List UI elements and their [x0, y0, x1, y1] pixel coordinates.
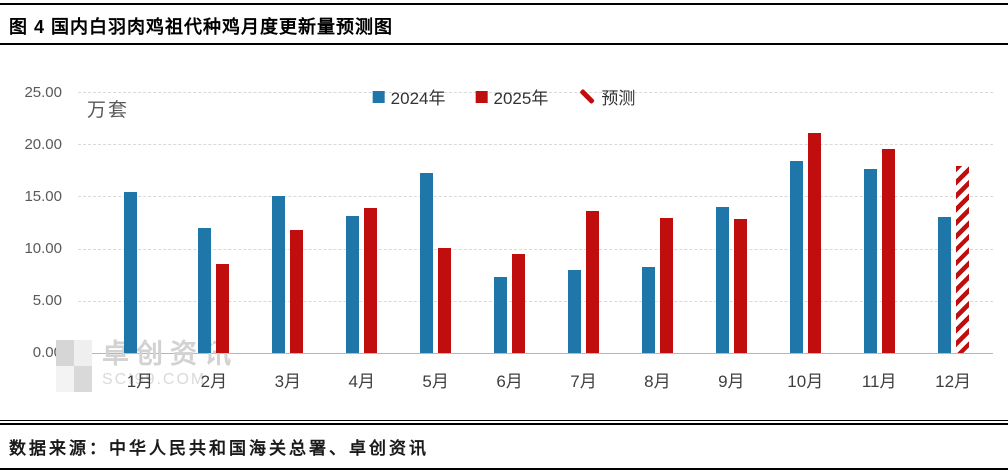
- gridline-10: [78, 249, 993, 250]
- bar-group-5月: [399, 92, 473, 353]
- bar-group-12月: [916, 92, 990, 353]
- bar-2024年-6月: [494, 276, 508, 353]
- x-axis-label-1月: 1月: [126, 372, 154, 391]
- bar-2024年-4月: [346, 216, 360, 353]
- bar-2024年-10月: [789, 160, 803, 353]
- x-axis-label-8月: 8月: [644, 372, 671, 391]
- legend-swatch-2024-icon: [372, 90, 385, 103]
- x-axis-label-3月: 3月: [274, 372, 302, 391]
- bar-group-8月: [620, 92, 694, 353]
- bar-group-7月: [547, 92, 621, 353]
- bar-group-4月: [325, 92, 399, 353]
- x-axis-label-10月: 10月: [787, 372, 824, 391]
- bar-2025年-11月: [881, 149, 895, 353]
- bar-2025年-2月: [216, 264, 230, 353]
- bar-group-6月: [473, 92, 547, 353]
- bar-2025年-5月: [438, 247, 452, 353]
- legend-item-2024: 2024年: [372, 84, 446, 109]
- legend-label-2024: 2024年: [390, 89, 446, 108]
- y-tick-0: 0.00: [32, 344, 62, 361]
- gridline-25: [78, 92, 993, 93]
- figure-title: 图 4 国内白羽肉鸡祖代种鸡月度更新量预测图: [9, 17, 394, 37]
- legend-item-2025: 2025年: [475, 84, 549, 109]
- chart-legend: 2024年 2025年 预测: [372, 84, 635, 109]
- bar-2025年-10月: [807, 132, 821, 353]
- bar-2025年-3月: [290, 229, 304, 353]
- bar-2025年-9月: [733, 219, 747, 353]
- bar-2024年-11月: [863, 169, 877, 353]
- bar-2024年-2月: [198, 227, 212, 353]
- legend-label-forecast: 预测: [601, 89, 636, 108]
- bar-group-2月: [177, 92, 251, 353]
- legend-label-2025: 2025年: [493, 89, 549, 108]
- x-axis-label-7月: 7月: [570, 372, 597, 391]
- x-axis-label-4月: 4月: [348, 372, 375, 391]
- x-axis-label-2月: 2月: [200, 372, 228, 391]
- source-rule-thick: [0, 423, 1008, 425]
- bar-group-10月: [768, 92, 842, 353]
- bar-2024年-1月: [124, 192, 138, 353]
- title-rule: [0, 43, 1008, 45]
- bar-2025年-7月: [585, 211, 599, 353]
- x-axis-label-6月: 6月: [496, 372, 523, 391]
- bar-2024年-7月: [567, 269, 581, 353]
- bar-2025年-12月: [955, 166, 969, 353]
- bottom-rule: [0, 468, 1008, 470]
- bar-group-11月: [842, 92, 916, 353]
- bar-group-1月: [103, 92, 177, 353]
- bar-2024年-5月: [420, 173, 434, 353]
- y-tick-5: 5.00: [32, 292, 62, 309]
- y-tick-20: 20.00: [24, 136, 62, 153]
- x-axis-label-11月: 11月: [861, 372, 897, 391]
- bar-2025年-4月: [364, 207, 378, 353]
- gridline-5: [78, 301, 993, 302]
- y-tick-10: 10.00: [24, 240, 62, 257]
- top-rule: [0, 3, 1008, 5]
- legend-swatch-2025-icon: [475, 90, 488, 103]
- plot-bars: [103, 92, 990, 353]
- x-axis-line: [78, 353, 993, 354]
- bar-group-9月: [694, 92, 768, 353]
- y-tick-25: 25.00: [24, 84, 62, 101]
- bar-2025年-6月: [512, 253, 526, 353]
- bar-2024年-12月: [937, 217, 951, 353]
- bar-2025年-8月: [659, 218, 673, 353]
- x-axis-label-9月: 9月: [718, 372, 745, 391]
- bar-2024年-9月: [715, 206, 729, 353]
- bar-2024年-8月: [641, 267, 655, 353]
- source-rule-thin: [0, 420, 1008, 421]
- y-axis-unit-label: 万套: [87, 100, 130, 121]
- data-source-text: 数据来源：中华人民共和国海关总署、卓创资讯: [9, 439, 429, 458]
- bar-group-3月: [251, 92, 325, 353]
- legend-item-forecast: 预测: [578, 84, 635, 109]
- x-axis-labels: 1月 2月 3月 4月 5月 6月 7月 8月 9月 10月 11月 12月: [103, 367, 990, 392]
- x-axis-label-12月: 12月: [935, 372, 972, 391]
- gridline-20: [78, 144, 993, 145]
- x-axis-label-5月: 5月: [422, 372, 449, 391]
- gridline-15: [78, 196, 993, 197]
- y-tick-15: 15.00: [24, 188, 62, 205]
- bar-2024年-3月: [272, 196, 286, 353]
